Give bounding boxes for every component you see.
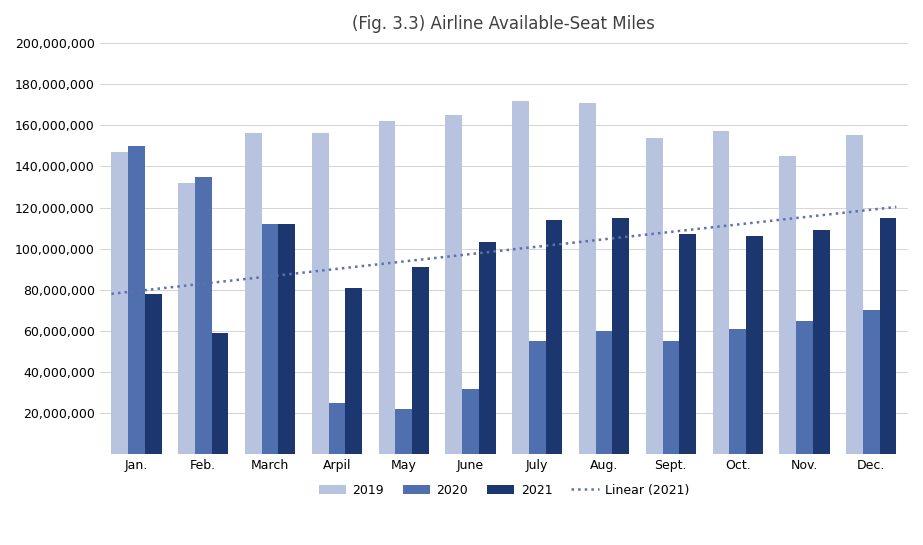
Bar [846, 136, 863, 455]
Bar [128, 146, 145, 455]
Bar [613, 218, 629, 455]
Bar [112, 152, 128, 455]
Bar [262, 224, 279, 455]
Bar [395, 409, 412, 455]
Bar [595, 331, 613, 455]
Bar [746, 237, 762, 455]
Bar [797, 320, 813, 455]
Bar [479, 243, 496, 455]
Bar [178, 183, 195, 455]
Bar [279, 224, 295, 455]
Bar [462, 389, 479, 455]
Bar [545, 220, 562, 455]
Bar [880, 218, 896, 455]
Bar [579, 102, 595, 455]
Bar [345, 288, 362, 455]
Bar [813, 230, 830, 455]
Bar [529, 341, 545, 455]
Bar [646, 137, 663, 455]
Bar [195, 177, 211, 455]
Title: (Fig. 3.3) Airline Available-Seat Miles: (Fig. 3.3) Airline Available-Seat Miles [353, 15, 655, 33]
Bar [779, 156, 797, 455]
Bar [679, 234, 696, 455]
Legend: 2019, 2020, 2021, Linear (2021): 2019, 2020, 2021, Linear (2021) [314, 479, 694, 502]
Bar [412, 267, 428, 455]
Bar [245, 134, 262, 455]
Bar [863, 311, 880, 455]
Bar [145, 294, 162, 455]
Bar [211, 333, 228, 455]
Bar [512, 100, 529, 455]
Bar [446, 115, 462, 455]
Bar [663, 341, 679, 455]
Bar [713, 131, 729, 455]
Bar [729, 329, 746, 455]
Bar [329, 403, 345, 455]
Bar [378, 121, 395, 455]
Bar [312, 134, 329, 455]
